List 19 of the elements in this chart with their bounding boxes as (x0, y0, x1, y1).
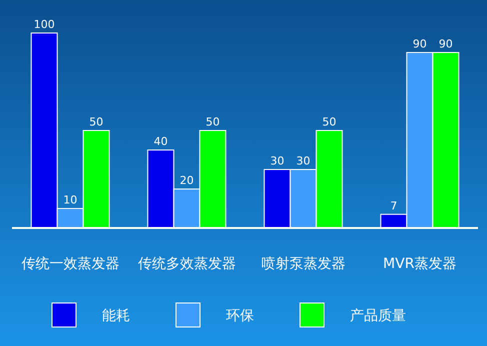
data-label: 90 (438, 38, 453, 50)
data-label: 30 (296, 154, 310, 168)
legend-label: 能耗 (102, 308, 130, 324)
data-label: 40 (154, 135, 168, 148)
data-label: 100 (34, 18, 55, 31)
data-label: 90 (412, 38, 427, 50)
data-label: 30 (270, 154, 284, 168)
legend-label: 产品质量 (350, 308, 406, 324)
data-label: 10 (63, 194, 78, 206)
data-label: 50 (206, 116, 220, 128)
x-tick-label: MVR蒸发器 (383, 256, 456, 272)
x-tick-label: 喷射泵蒸发器 (261, 256, 346, 272)
x-tick-label: 传统多效蒸发器 (138, 256, 236, 272)
x-tick-label: 传统一效蒸发器 (21, 256, 120, 272)
data-label: 20 (180, 174, 194, 187)
data-label: 7 (390, 199, 398, 212)
data-label: 50 (322, 116, 336, 128)
legend-label: 环保 (226, 308, 254, 324)
data-label: 50 (89, 116, 104, 128)
